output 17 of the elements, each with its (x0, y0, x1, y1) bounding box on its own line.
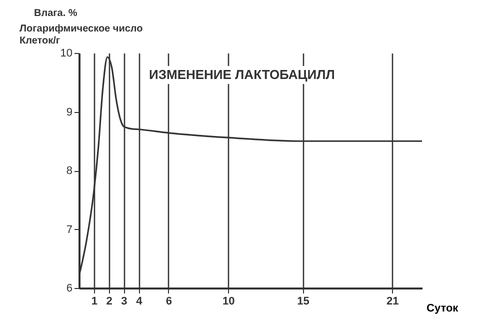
x-tick-label: 15 (297, 296, 310, 308)
x-tick-label: 21 (386, 296, 399, 308)
x-tick-label: 6 (166, 296, 172, 308)
text: ИЗМЕНЕНИЕ ЛАКТОБАЦИЛЛ (149, 67, 335, 82)
x-tick-label: 4 (136, 296, 144, 308)
x-tick-label: 3 (121, 296, 128, 308)
y-tick-label: 9 (66, 106, 72, 118)
x-tick-label: 10 (222, 296, 235, 308)
x-tick-label: 1 (91, 296, 98, 308)
y-tick-label: 7 (66, 224, 72, 236)
x-tick-label: 2 (106, 296, 112, 308)
text: Влага. % (34, 8, 78, 19)
y-tick-label: 6 (66, 282, 72, 294)
y-tick-label: 10 (60, 48, 72, 60)
x-axis-title: Суток (426, 302, 459, 314)
y-axis-title: Логарифмическое число Клеток/г (20, 24, 143, 46)
y-tick-label: 8 (66, 165, 72, 177)
